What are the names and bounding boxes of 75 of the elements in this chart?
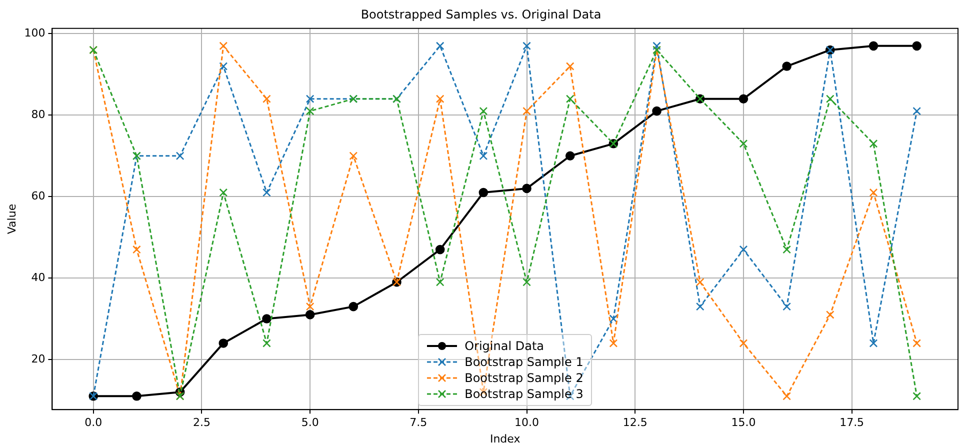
point <box>305 310 315 320</box>
point <box>306 94 314 104</box>
point <box>565 151 575 161</box>
y-tick-label: 60 <box>31 189 46 202</box>
x-tick-label: 2.5 <box>192 416 210 430</box>
legend-label: Bootstrap Sample 3 <box>464 386 584 402</box>
point <box>912 392 922 400</box>
point <box>739 245 748 254</box>
x-tick-label: 10.0 <box>514 416 540 430</box>
point <box>522 42 531 50</box>
y-tick-label: 20 <box>31 352 46 366</box>
point <box>219 42 228 50</box>
point <box>522 184 532 194</box>
point <box>522 106 531 116</box>
point <box>132 392 142 401</box>
point <box>912 41 922 51</box>
point <box>609 314 618 323</box>
x-tick-label: 15.0 <box>731 416 756 430</box>
point <box>479 106 488 116</box>
point <box>869 188 878 197</box>
point <box>782 302 791 311</box>
point <box>782 245 791 254</box>
point <box>478 188 488 198</box>
chart-title: Bootstrapped Samples vs. Original Data <box>360 7 602 22</box>
point <box>912 106 922 116</box>
x-tick-label: 5.0 <box>301 416 319 430</box>
point <box>522 278 531 286</box>
x-tick-label: 0.0 <box>84 416 102 430</box>
point <box>306 302 314 311</box>
point <box>262 188 271 197</box>
point <box>738 94 748 104</box>
point <box>782 62 792 71</box>
y-tick-label: 40 <box>31 270 46 284</box>
x-tick-label: 7.5 <box>410 416 428 430</box>
point <box>132 245 141 254</box>
point <box>262 314 272 324</box>
point <box>436 94 444 104</box>
x-tick-label: 12.5 <box>622 416 648 430</box>
point <box>436 42 444 50</box>
point <box>609 339 618 348</box>
point <box>176 152 184 160</box>
point <box>696 302 704 311</box>
point <box>306 106 314 116</box>
point <box>436 278 444 286</box>
point <box>349 152 358 160</box>
point <box>826 94 834 104</box>
point <box>869 139 878 148</box>
point <box>782 392 791 400</box>
point <box>869 339 878 348</box>
y-axis-title: Value <box>5 204 18 234</box>
point <box>566 62 574 70</box>
point <box>652 42 661 50</box>
point <box>435 244 445 254</box>
point <box>652 106 662 116</box>
point <box>219 62 228 70</box>
point <box>218 338 228 348</box>
point <box>262 339 271 348</box>
legend-label: Bootstrap Sample 1 <box>464 354 584 370</box>
y-tick-label: 100 <box>24 26 46 40</box>
x-tick-label: 17.5 <box>840 416 864 430</box>
x-axis-title: Index <box>490 432 521 446</box>
legend-label: Original Data <box>464 338 544 354</box>
point <box>912 339 922 348</box>
y-tick-label: 80 <box>31 108 46 122</box>
point <box>219 188 228 197</box>
point <box>348 302 358 312</box>
point <box>739 139 748 148</box>
point <box>868 41 878 51</box>
point <box>566 94 574 104</box>
legend-label: Bootstrap Sample 2 <box>464 370 584 386</box>
point <box>739 339 748 348</box>
point <box>826 310 834 319</box>
point <box>479 152 488 160</box>
point <box>262 94 271 104</box>
point <box>696 278 704 286</box>
